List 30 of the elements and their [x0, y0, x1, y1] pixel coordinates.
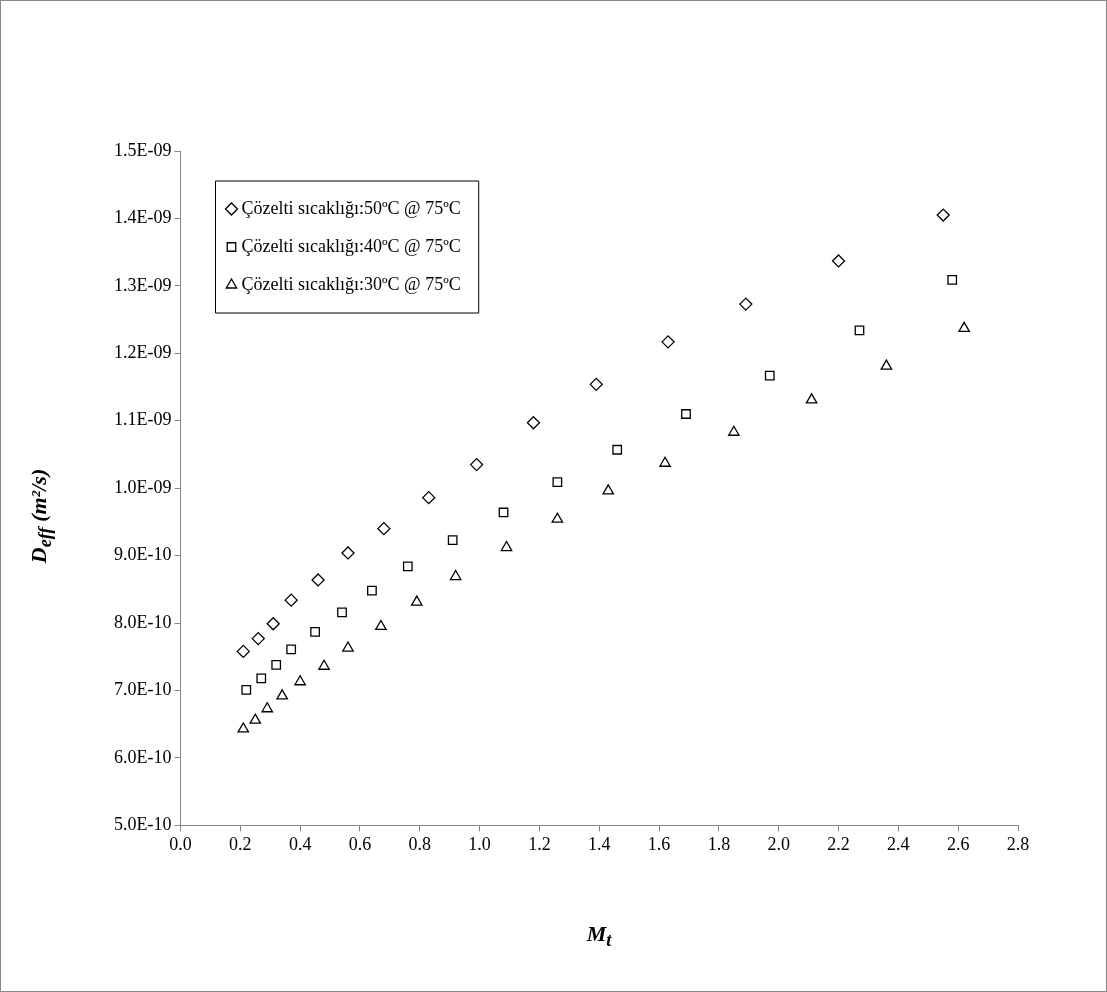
x-axis-title: M$_{t}$	[586, 920, 612, 952]
x-tick-label: 2.8	[1006, 833, 1030, 854]
legend-label: Çözelti sıcaklığı:30ºC @ 75ºC	[241, 273, 461, 294]
x-tick-label: 0.6	[348, 833, 372, 854]
x-tick-label: 0.2	[229, 833, 252, 854]
y-tick-label: 1.4E-09	[113, 207, 172, 228]
y-tick-label: 1.0E-09	[113, 476, 172, 497]
x-tick-label: 1.2	[528, 833, 551, 854]
y-tick-label: 1.3E-09	[113, 274, 172, 295]
y-tick-label: 7.0E-10	[113, 679, 172, 700]
x-tick-label: 1.0	[468, 833, 491, 854]
legend-label: Çözelti sıcaklığı:40ºC @ 75ºC	[241, 235, 461, 256]
y-tick-label: 9.0E-10	[113, 544, 172, 565]
x-tick-label: 0.4	[288, 833, 312, 854]
x-tick-label: 2.2	[827, 833, 850, 854]
y-tick-label: 1.2E-09	[113, 342, 172, 363]
y-tick-label: 8.0E-10	[113, 611, 172, 632]
x-tick-label: 2.0	[767, 833, 790, 854]
y-tick-label: 5.0E-10	[113, 814, 172, 835]
y-tick-label: 1.5E-09	[113, 139, 172, 160]
legend-label: Çözelti sıcaklığı:50ºC @ 75ºC	[241, 197, 461, 218]
x-tick-label: 2.6	[946, 833, 970, 854]
x-tick-label: 0.0	[169, 833, 192, 854]
y-tick-label: 1.1E-09	[113, 409, 172, 430]
x-tick-label: 1.4	[587, 833, 611, 854]
x-tick-label: 0.8	[408, 833, 432, 854]
y-tick-label: 6.0E-10	[113, 746, 172, 767]
x-tick-label: 2.4	[887, 833, 910, 854]
x-tick-label: 1.6	[647, 833, 671, 854]
x-tick-label: 1.8	[707, 833, 731, 854]
